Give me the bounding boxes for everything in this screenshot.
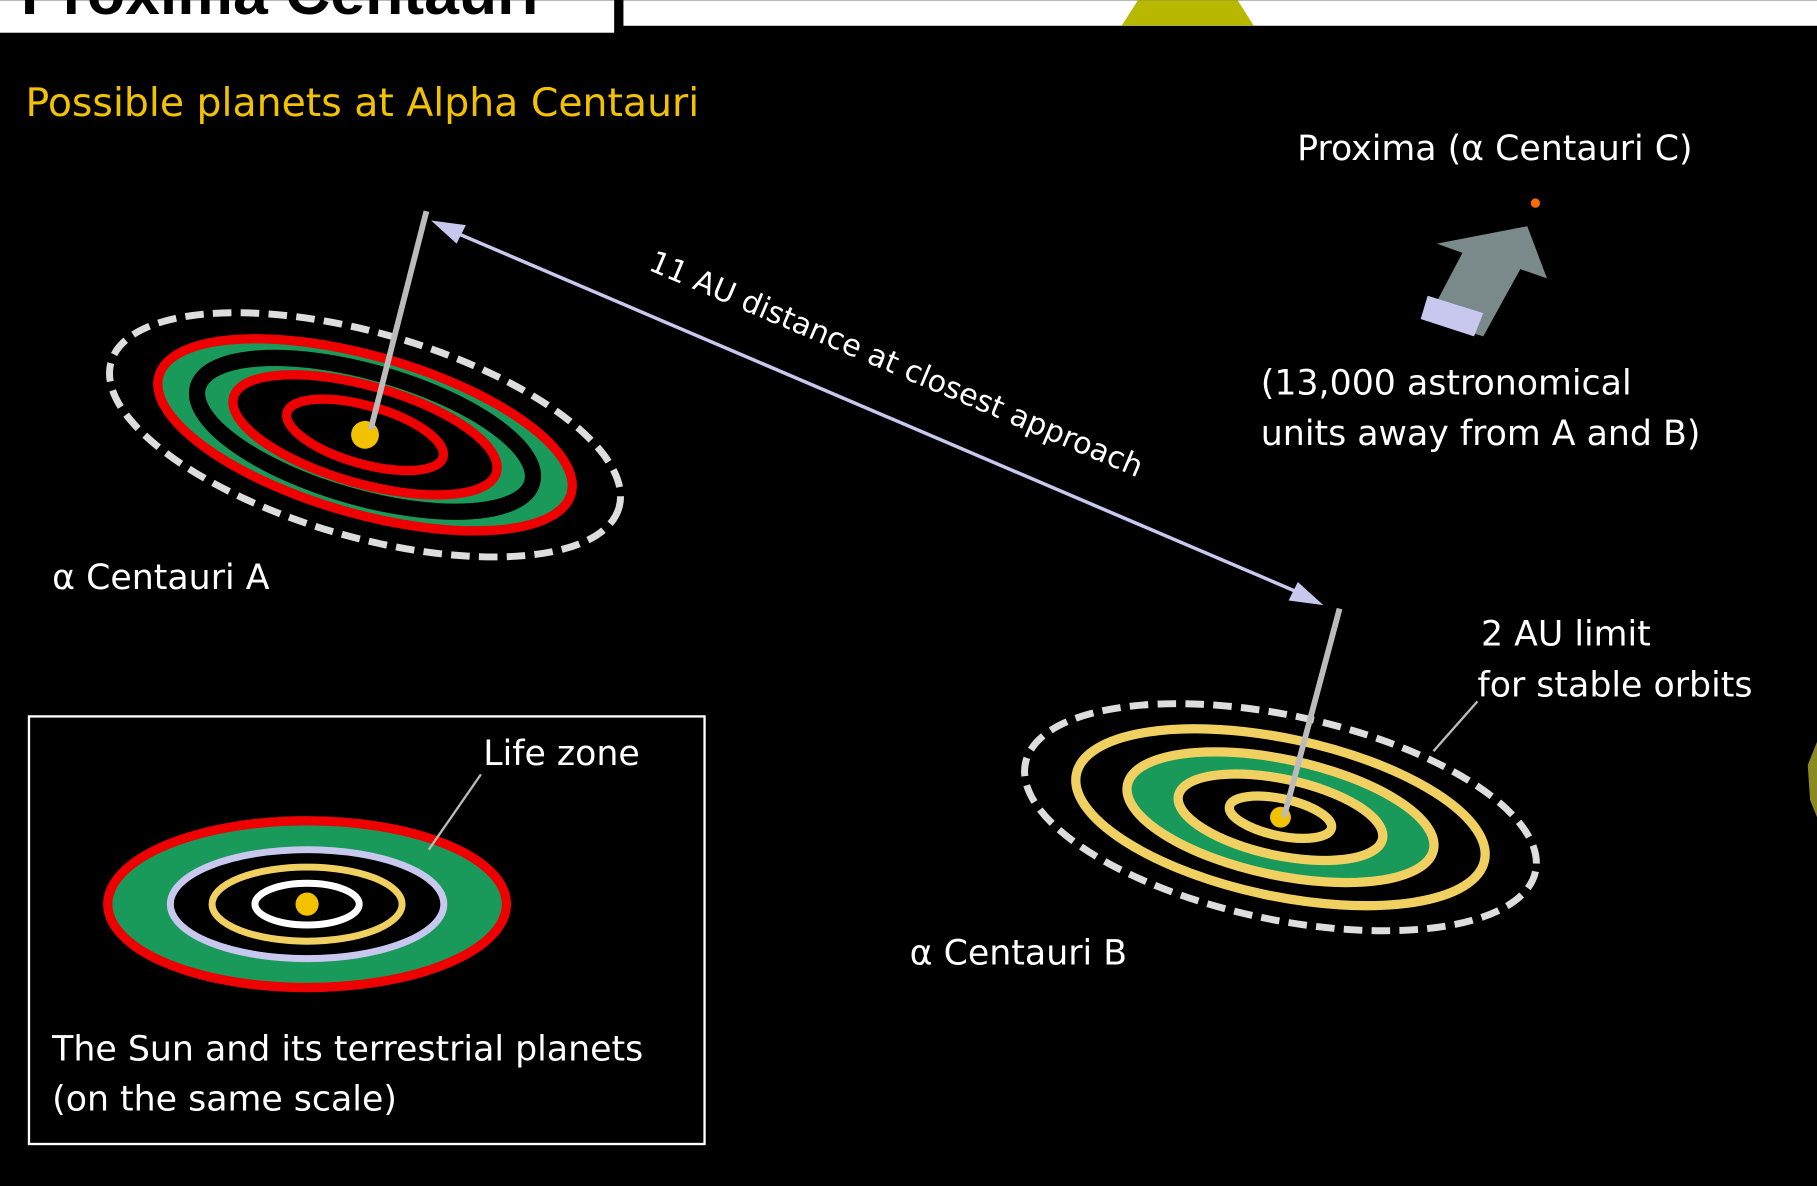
sun-system <box>108 821 507 988</box>
header-shape <box>1122 0 1254 25</box>
proxima-star <box>1531 198 1540 207</box>
diagram-title: Possible planets at Alpha Centauri <box>25 80 699 126</box>
proxima-label: Proxima (α Centauri C) <box>1297 129 1692 169</box>
page: Proxima Centauri Possible planets at Alp… <box>0 0 1817 1186</box>
limit-label: 2 AU limit <box>1481 615 1651 655</box>
proxima-note: (13,000 astronomical <box>1261 363 1632 403</box>
star-b-label: α Centauri B <box>910 933 1127 973</box>
life-zone-label: Life zone <box>483 734 640 774</box>
header-title: Proxima Centauri <box>21 0 539 28</box>
proxima-note: units away from A and B) <box>1261 414 1701 454</box>
sun-caption: The Sun and its terrestrial planets <box>51 1030 643 1070</box>
star-a-label: α Centauri A <box>52 558 270 598</box>
background <box>0 0 1817 1185</box>
limit-label: for stable orbits <box>1477 666 1752 706</box>
sun-caption: (on the same scale) <box>52 1079 397 1119</box>
